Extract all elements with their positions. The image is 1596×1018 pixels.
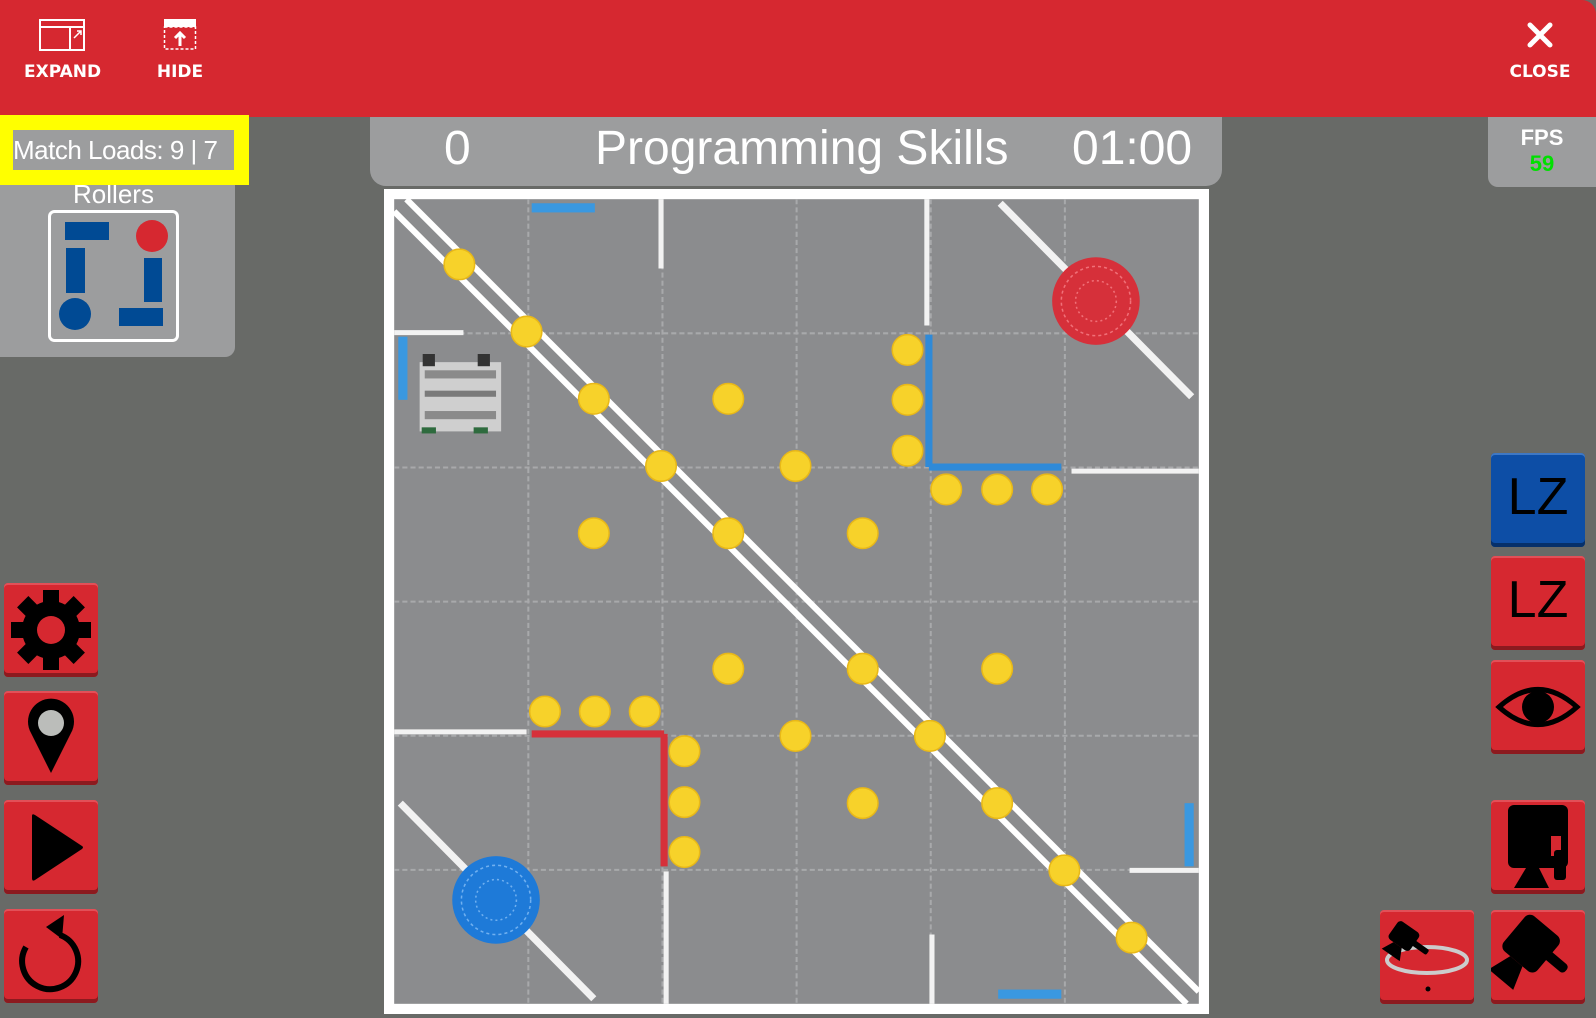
- blue-high-goal: [452, 856, 540, 944]
- play-button[interactable]: [4, 800, 98, 894]
- expand-button[interactable]: EXPAND: [24, 18, 102, 82]
- orbit-camera-button[interactable]: [1380, 910, 1474, 1004]
- rollers-diagram: [48, 210, 179, 342]
- camera-tilt-icon: [1491, 914, 1568, 990]
- disc: [628, 695, 661, 728]
- eye-icon: [1495, 687, 1581, 727]
- roller-indicator: [66, 248, 85, 293]
- disc: [891, 383, 924, 416]
- disc: [668, 786, 701, 819]
- close-icon: [1527, 22, 1553, 48]
- roller-indicator: [59, 298, 91, 330]
- expand-label: EXPAND: [24, 62, 102, 82]
- disc: [578, 695, 611, 728]
- settings-button[interactable]: [4, 583, 98, 677]
- disc: [891, 333, 924, 366]
- disc: [668, 735, 701, 768]
- disc: [1048, 854, 1081, 887]
- expand-icon: [39, 19, 85, 51]
- disc: [846, 652, 879, 685]
- disc: [443, 248, 476, 281]
- disc: [1031, 473, 1064, 506]
- disc: [930, 473, 963, 506]
- fps-value: 59: [1529, 151, 1555, 176]
- disc: [779, 719, 812, 752]
- disc: [712, 652, 745, 685]
- lz-blue-label: LZ: [1507, 468, 1569, 526]
- disc: [846, 517, 879, 550]
- gear-tooth: [43, 590, 59, 606]
- match-loads-highlight: Match Loads: 9 | 7: [0, 115, 249, 185]
- load-zone-red-button[interactable]: LZ: [1491, 556, 1585, 650]
- lz-red-label: LZ: [1507, 571, 1569, 629]
- disc: [528, 695, 561, 728]
- robot-camera-button[interactable]: [1491, 800, 1585, 894]
- disc: [846, 787, 879, 820]
- location-pin-icon: [27, 698, 75, 773]
- reset-icon: [19, 915, 82, 993]
- close-label: CLOSE: [1509, 62, 1571, 82]
- disc: [712, 382, 745, 415]
- rollers: [398, 203, 1194, 999]
- hide-button[interactable]: HIDE: [150, 18, 210, 82]
- gear-tooth: [75, 622, 91, 638]
- score: 0: [444, 122, 471, 175]
- close-button[interactable]: CLOSE: [1508, 18, 1572, 82]
- red-high-goal: [1052, 257, 1140, 345]
- position-button[interactable]: [4, 691, 98, 785]
- red-low-goal-barrier: [531, 730, 668, 867]
- reset-button[interactable]: [4, 909, 98, 1003]
- disc: [712, 517, 745, 550]
- robot[interactable]: [419, 354, 502, 434]
- fps-label: FPS: [1520, 125, 1564, 150]
- disc: [981, 473, 1014, 506]
- game-field[interactable]: [384, 189, 1209, 1014]
- blue-low-goal-barrier: [925, 334, 1062, 471]
- disc: [779, 449, 812, 483]
- fps-panel: FPS 59: [1488, 117, 1596, 187]
- disc: [577, 382, 610, 415]
- top-toolbar: EXPAND HIDE CLOSE: [0, 0, 1596, 117]
- gear-icon: [11, 590, 91, 670]
- disc: [891, 434, 924, 467]
- disc: [668, 836, 701, 869]
- play-icon: [32, 814, 83, 881]
- roller-indicator: [119, 308, 163, 326]
- camera-robot-icon: [1508, 805, 1568, 888]
- tilt-camera-button[interactable]: [1491, 910, 1585, 1004]
- disc: [644, 449, 678, 483]
- game-mode-title: Programming Skills: [595, 122, 1009, 175]
- disc: [577, 517, 610, 550]
- disc: [510, 315, 543, 348]
- roller-indicator: [136, 220, 168, 252]
- scoreboard: 0 Programming Skills 01:00: [370, 117, 1222, 186]
- gear-tooth: [11, 622, 27, 638]
- load-zone-blue-button[interactable]: LZ: [1491, 453, 1585, 547]
- roller-indicator: [144, 258, 162, 302]
- disc: [981, 652, 1014, 685]
- hide-label: HIDE: [156, 62, 204, 82]
- hide-icon: [163, 19, 197, 50]
- view-button[interactable]: [1491, 660, 1585, 754]
- camera-orbit-icon: [1381, 921, 1469, 992]
- roller-indicator: [65, 222, 109, 240]
- disc: [981, 787, 1014, 820]
- discs: [443, 248, 1148, 954]
- match-timer: 01:00: [1072, 122, 1193, 175]
- gear-tooth: [43, 654, 59, 670]
- disc: [1115, 921, 1148, 954]
- match-loads-counter: Match Loads: 9 | 7: [13, 130, 234, 170]
- disc: [913, 719, 946, 752]
